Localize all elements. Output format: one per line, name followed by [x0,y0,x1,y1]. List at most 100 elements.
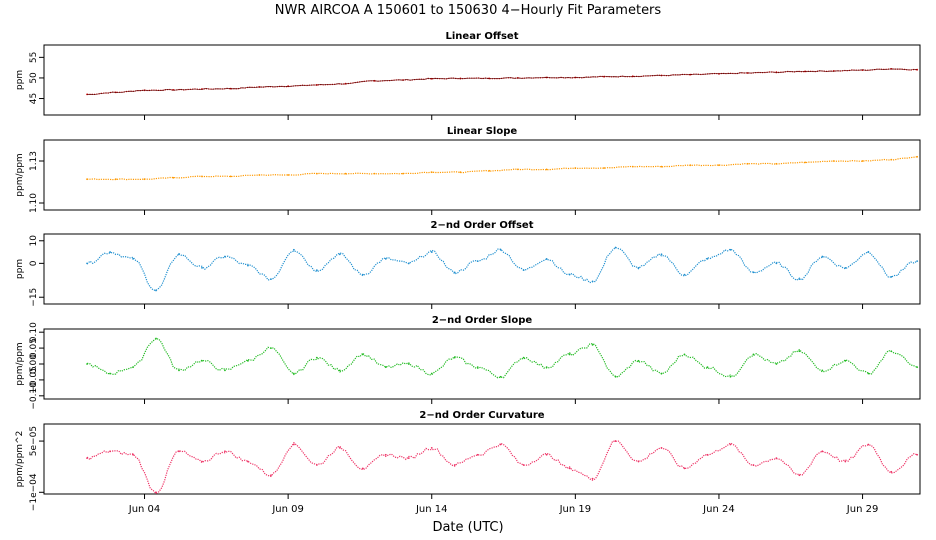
data-point [430,171,433,174]
data-point [201,266,203,269]
data-point [775,457,778,460]
data-point [453,271,456,274]
figure-title: NWR AIRCOA A 150601 to 150630 4−Hourly F… [275,3,662,18]
y-tick-label: 0 [29,260,39,266]
data-point [287,174,290,176]
y-tick-label: −0.10 [29,382,39,410]
series-line [87,156,918,181]
data-point [614,375,617,378]
data-point [453,464,456,466]
data-point [844,460,847,463]
data-point [844,266,847,269]
data-point [86,93,88,96]
data-point [614,440,617,442]
data-point [591,344,594,346]
data-point [775,162,778,165]
data-point [201,175,203,178]
series-line-overlay [87,68,918,95]
data-point [315,269,318,272]
data-point [861,160,864,162]
series-line [86,337,918,379]
data-point [384,453,387,456]
data-point [545,257,548,260]
data-point [155,337,157,340]
data-point [706,366,709,369]
data-point [832,160,835,162]
data-point [916,260,919,262]
data-point [430,372,433,375]
y-tick-label: 55 [29,52,39,63]
y-tick-label: −15 [29,288,39,307]
data-point [247,460,249,463]
data-point [132,366,134,369]
panel-3: 2−nd Order Offset ppm 10 0 −15 [15,220,921,309]
data-point [269,278,272,281]
y-tick-label: 1.10 [29,193,39,213]
data-point [522,269,525,272]
data-point [775,262,778,265]
panel-title: Linear Slope [447,126,518,137]
panel-1: Linear Offset ppm 45 50 55 [15,31,921,120]
data-point [821,255,824,258]
data-point [746,162,749,165]
data-point [247,264,249,267]
data-point [660,165,663,168]
data-point [844,359,847,362]
data-point [315,172,318,175]
data-point [488,169,491,172]
data-point [224,450,226,453]
data-point [258,174,261,176]
data-point [522,464,525,466]
data-point [660,372,663,375]
data-point [752,464,755,466]
data-point [86,457,88,460]
data-point [344,172,347,175]
data-point [568,273,571,276]
data-point [752,353,755,356]
data-point [499,443,502,446]
x-tick-label: Jun 04 [128,504,161,515]
data-point [430,251,433,253]
data-point [916,366,919,369]
data-point [729,443,732,446]
data-point [155,289,157,292]
data-point [361,273,364,276]
data-point [660,447,663,449]
y-tick-label: −1e−04 [29,473,39,511]
data-point [637,460,640,463]
data-point [407,363,410,365]
data-point [86,262,88,265]
data-point [430,447,433,449]
data-point [269,347,272,349]
plot-frame [43,139,921,211]
data-point [132,257,134,260]
y-tick-label: 45 [29,93,39,104]
y-tick-label: −0.05 [29,366,39,394]
panel-title: Linear Offset [446,31,519,42]
y-axis-label: ppm [15,70,25,90]
y-axis-label: ppm [15,259,25,279]
data-point [132,453,134,456]
data-point [637,266,640,269]
data-point [517,168,519,171]
data-point [269,474,272,477]
data-point [890,470,893,473]
data-point [143,178,146,181]
data-point [178,253,180,256]
data-point [637,359,640,362]
data-point [568,353,571,356]
plot-frame [43,423,921,495]
y-axis-label: ppm/ppm^2 [15,431,25,488]
data-point [499,248,502,251]
data-point [591,477,594,480]
data-point [706,257,709,260]
data-point [292,443,295,446]
data-point [574,167,577,169]
data-point [545,366,548,369]
panels: Linear Offset ppm 45 50 55 Linear Slope ppm/pp… [15,31,921,511]
data-point [315,356,318,359]
panel-title: 2−nd Order Curvature [419,410,544,421]
data-point [109,251,111,253]
data-point [224,255,226,258]
